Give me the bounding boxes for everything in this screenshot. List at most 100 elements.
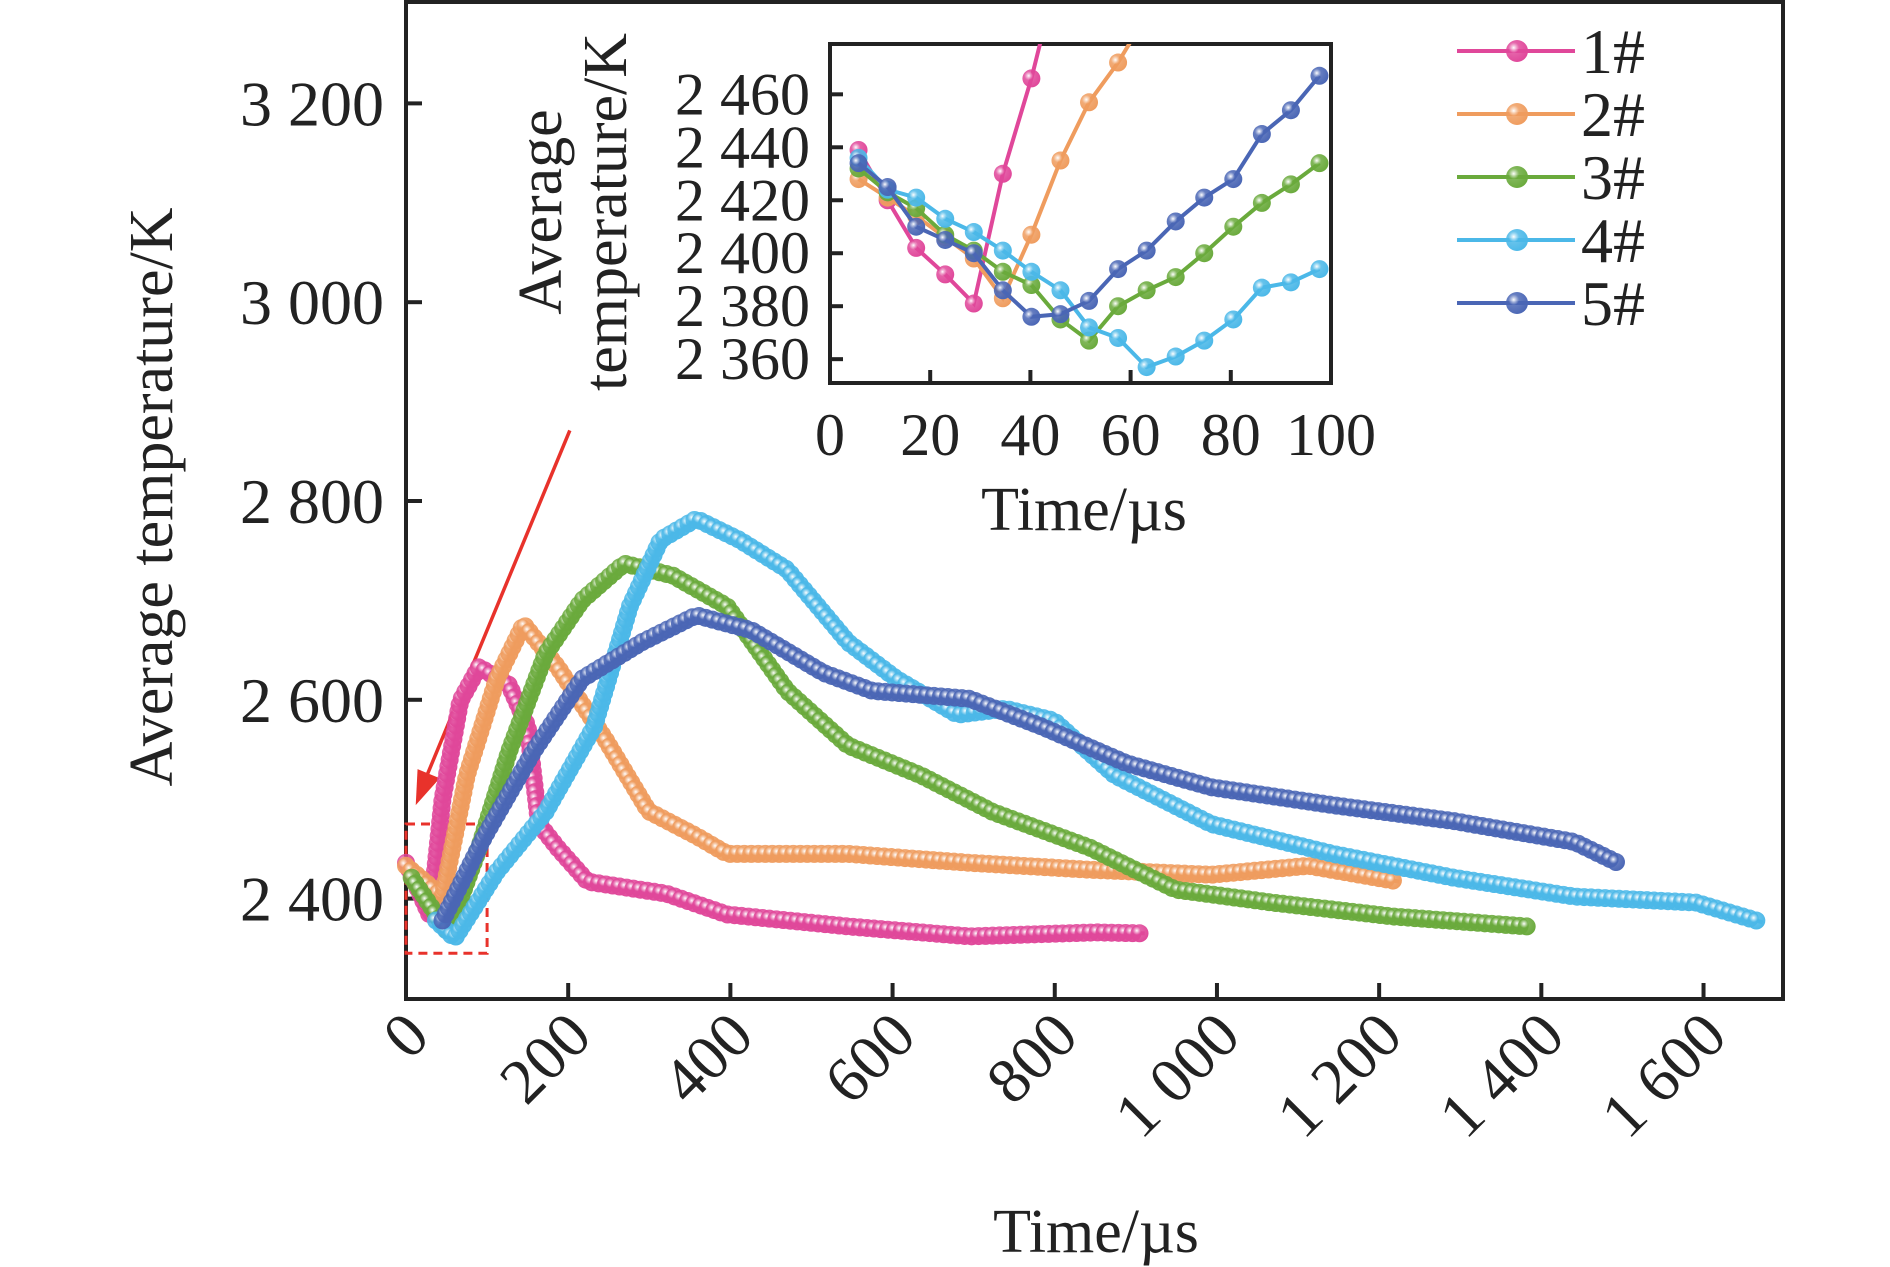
inset-x-tick-label: 60 [1101, 402, 1161, 468]
inset-x-tick-label: 100 [1286, 402, 1376, 468]
y-tick-label: 2 800 [240, 466, 384, 537]
inset-x-tick-label: 0 [815, 402, 845, 468]
legend-marker [1506, 229, 1528, 251]
inset-data-point [964, 223, 983, 242]
data-point [1747, 911, 1766, 930]
inset-data-point [1051, 281, 1070, 300]
legend-marker [1506, 103, 1528, 125]
inset-y-tick-label: 2 460 [675, 61, 810, 127]
x-tick-label: 600 [810, 999, 928, 1117]
x-tick-label: 1 400 [1425, 999, 1577, 1151]
x-tick-label: 800 [973, 999, 1091, 1117]
inset-data-point [1109, 53, 1128, 72]
y-tick-label: 2 400 [240, 864, 384, 935]
inset-data-point [1281, 101, 1300, 120]
legend-marker [1506, 292, 1528, 314]
legend-marker [1506, 40, 1528, 62]
arrow-head [415, 769, 440, 806]
inset-data-point [1022, 69, 1041, 88]
inset-data-point [1022, 225, 1041, 244]
legend-item-2: 2# [1457, 79, 1645, 150]
y-tick-label: 3 200 [240, 68, 384, 139]
inset-data-point [1080, 331, 1099, 350]
inset-data-point [1022, 276, 1041, 295]
inset-x-tick-label: 20 [900, 402, 960, 468]
legend-label: 1# [1581, 16, 1645, 87]
x-tick-label: 400 [648, 999, 766, 1117]
inset-data-point [1166, 347, 1185, 366]
inset-data-point [1109, 328, 1128, 347]
inset-data-point [849, 154, 868, 173]
inset-data-point [907, 217, 926, 236]
inset-data-point [936, 230, 955, 249]
legend-label: 2# [1581, 79, 1645, 150]
series-2 [397, 617, 1402, 905]
inset-series-line [856, 44, 1043, 308]
inset-y-axis-title-line2: temperature/K [572, 33, 640, 391]
x-axis-title: Time/µs [993, 1198, 1199, 1266]
inset-data-point [1138, 6, 1156, 24]
inset-y-tick-label: 2 380 [675, 273, 810, 339]
inset-data-point [1080, 318, 1099, 337]
x-tick-label: 1 200 [1263, 999, 1415, 1151]
inset-data-point [907, 238, 926, 257]
x-tick-label: 1 000 [1101, 999, 1253, 1151]
inset-data-point [1195, 188, 1214, 207]
legend-item-4: 4# [1457, 205, 1645, 276]
inset-data-point [1252, 193, 1271, 212]
inset-data-point [993, 241, 1012, 260]
inset-y-axis-title-line1: Average [507, 109, 575, 314]
inset-data-point [907, 188, 926, 207]
inset-y-tick-label: 2 440 [675, 114, 810, 180]
legend-item-1: 1# [1457, 16, 1645, 87]
inset-data-point [1310, 66, 1329, 85]
inset-data-point [964, 244, 983, 263]
inset-data-point [964, 294, 983, 313]
x-tick-label: 200 [486, 999, 604, 1117]
legend-label: 5# [1581, 268, 1645, 339]
data-point [1517, 917, 1536, 936]
inset-data-point [1051, 305, 1070, 324]
inset-x-axis-title: Time/µs [981, 476, 1187, 544]
data-point [1383, 871, 1402, 890]
inset-data-point [878, 178, 897, 197]
inset-series-3 [849, 154, 1329, 350]
inset-data-point [993, 281, 1012, 300]
y-tick-label: 2 600 [240, 665, 384, 736]
inset-data-point [993, 164, 1012, 183]
inset-y-tick-label: 2 420 [675, 167, 810, 233]
inset-data-point [1080, 93, 1099, 112]
inset-data-point [993, 262, 1012, 281]
legend-marker [1506, 166, 1528, 188]
data-point [1130, 924, 1149, 943]
inset-data-point [936, 265, 955, 284]
inset-x-tick-label: 40 [1000, 402, 1060, 468]
inset-data-point [1310, 260, 1329, 279]
x-tick-label: 1 600 [1587, 999, 1739, 1151]
legend: 1#2#3#4#5# [1457, 16, 1645, 339]
inset-data-point [1166, 212, 1185, 231]
inset-data-point [1022, 262, 1041, 281]
inset-data-point [1137, 281, 1156, 300]
y-axis-title: Average temperature/K [118, 207, 186, 786]
legend-label: 3# [1581, 142, 1645, 213]
inset-data-point [1281, 273, 1300, 292]
inset-x-tick-label: 80 [1201, 402, 1261, 468]
inset-data-point [1252, 125, 1271, 144]
inset-data-point [1109, 260, 1128, 279]
inset-data-point [1137, 358, 1156, 377]
y-tick-label: 3 000 [240, 267, 384, 338]
inset-y-tick-label: 2 360 [675, 326, 810, 392]
inset-data-point [1195, 244, 1214, 263]
inset-y-tick-label: 2 400 [675, 220, 810, 286]
inset-data-point [1166, 268, 1185, 287]
inset-data-point [1252, 278, 1271, 297]
inset-data-point [1224, 170, 1243, 189]
legend-label: 4# [1581, 205, 1645, 276]
legend-item-5: 5# [1457, 268, 1645, 339]
inset-series-group [849, 6, 1329, 377]
inset-data-point [936, 209, 955, 228]
legend-item-3: 3# [1457, 142, 1645, 213]
inset-data-point [1310, 154, 1329, 173]
